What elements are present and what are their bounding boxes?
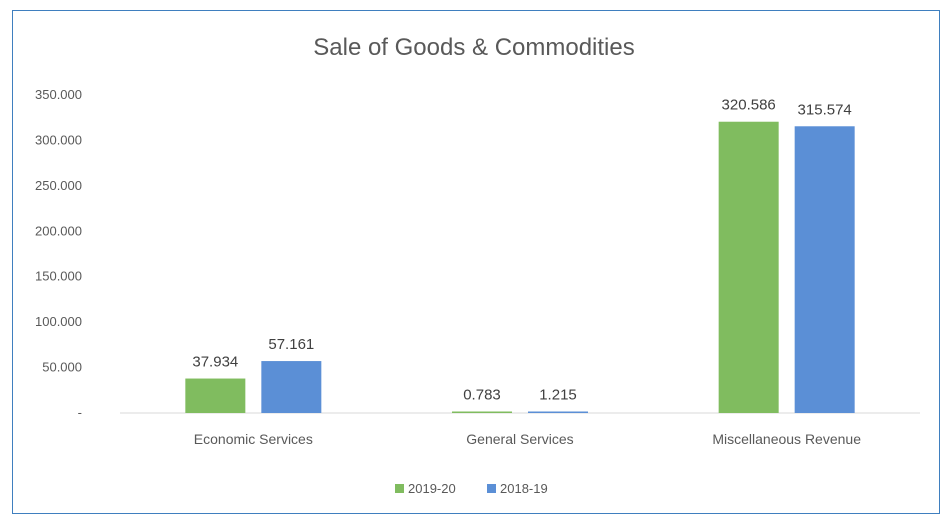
x-category-label: Economic Services — [194, 431, 313, 447]
y-tick-label: 150.000 — [35, 269, 82, 284]
y-tick-label: 50.000 — [42, 360, 82, 375]
x-category-label: Miscellaneous Revenue — [712, 431, 861, 447]
chart-frame — [12, 10, 940, 514]
legend-swatch — [487, 484, 496, 493]
y-tick-label: - — [78, 405, 82, 420]
chart-title: Sale of Goods & Commodities — [313, 34, 634, 61]
bar-2019-20-0 — [185, 378, 246, 413]
bar-2018-19-2 — [794, 126, 855, 414]
legend: 2019-20 2018-19 — [395, 481, 548, 496]
bar-2019-20-1 — [452, 411, 512, 413]
legend-label: 2018-19 — [500, 481, 548, 496]
legend-swatch — [395, 484, 404, 493]
data-label: 1.215 — [539, 387, 577, 404]
y-tick-label: 300.000 — [35, 132, 82, 147]
y-axis: - 50.000 100.000 150.000 200.000 250.000 300.0… — [35, 87, 82, 420]
y-tick-label: 100.000 — [35, 314, 82, 329]
category-labels: Economic Services General Services Miscell… — [194, 431, 861, 447]
legend-label: 2019-20 — [408, 481, 456, 496]
data-label: 320.586 — [722, 97, 776, 114]
data-label: 57.161 — [268, 336, 314, 353]
bar-2018-19-0 — [261, 361, 322, 413]
bar-2018-19-1 — [528, 411, 588, 413]
y-tick-label: 350.000 — [35, 87, 82, 102]
data-label: 0.783 — [463, 387, 501, 404]
y-tick-label: 200.000 — [35, 223, 82, 238]
data-label: 37.934 — [192, 354, 238, 371]
bars-group: 37.934 57.161 0.783 1.215 320.586 315.574 — [185, 97, 855, 414]
y-tick-label: 250.000 — [35, 178, 82, 193]
bar-2019-20-2 — [718, 121, 779, 413]
data-label: 315.574 — [798, 101, 852, 118]
x-category-label: General Services — [466, 431, 573, 447]
